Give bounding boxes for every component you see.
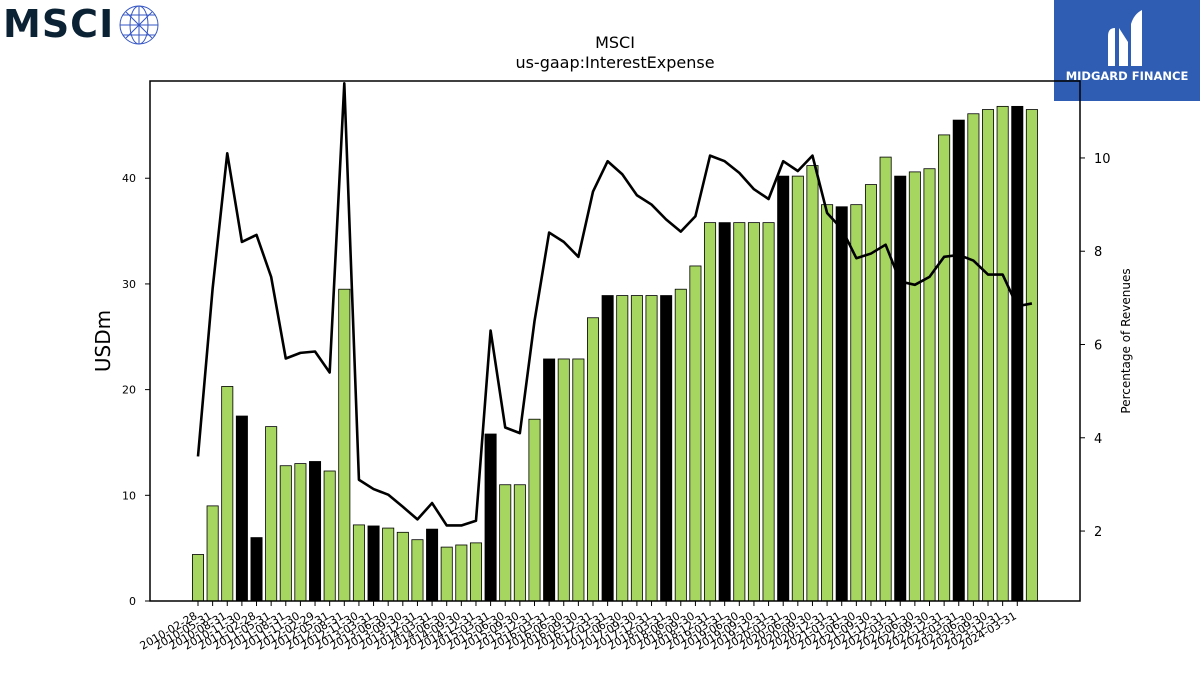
bar xyxy=(733,222,746,602)
bar xyxy=(821,204,834,602)
y2-axis-label: Percentage of Revenues xyxy=(1119,268,1133,413)
bar xyxy=(704,222,717,602)
bar xyxy=(645,295,658,602)
y2-tick-label: 6 xyxy=(1094,338,1102,353)
bar xyxy=(1011,105,1024,602)
midgard-finance-logo: MIDGARD FINANCE xyxy=(1054,0,1200,101)
bar xyxy=(938,134,951,602)
bar xyxy=(338,288,351,602)
bar xyxy=(777,175,790,602)
bar xyxy=(352,524,365,602)
bar xyxy=(235,415,248,602)
bar xyxy=(616,295,629,602)
bar xyxy=(601,295,614,602)
bar xyxy=(191,554,204,602)
bar xyxy=(996,105,1009,602)
bar xyxy=(908,171,921,602)
bar xyxy=(279,465,292,602)
bar xyxy=(850,204,863,602)
bar xyxy=(367,525,380,602)
x-axis: 2010-02-282010-05-312010-08-312010-11-30… xyxy=(138,601,1019,653)
bar xyxy=(250,537,263,602)
bar xyxy=(835,206,848,602)
bar xyxy=(982,109,995,602)
bar xyxy=(762,222,775,602)
bar xyxy=(382,527,395,602)
bar xyxy=(206,505,219,602)
chart-subtitle: us-gaap:InterestExpense xyxy=(515,53,714,72)
bar xyxy=(411,539,424,602)
bar xyxy=(294,463,307,602)
globe-icon xyxy=(119,5,159,45)
bar xyxy=(426,528,439,602)
y2-tick-label: 2 xyxy=(1094,525,1102,540)
y2-tick-label: 4 xyxy=(1094,432,1102,447)
bar xyxy=(630,295,643,602)
bar xyxy=(1025,109,1038,602)
bar xyxy=(747,222,760,602)
msci-logo: MSCI xyxy=(0,0,170,50)
bar xyxy=(572,358,585,602)
bar xyxy=(864,184,877,602)
bar xyxy=(309,461,322,602)
line-series xyxy=(196,82,1033,527)
plot-frame xyxy=(149,80,1081,602)
y-tick-label: 0 xyxy=(129,595,136,608)
bar xyxy=(499,484,512,602)
bar xyxy=(660,295,673,602)
bar xyxy=(587,317,600,602)
bar xyxy=(396,531,409,602)
y-tick-label: 30 xyxy=(122,278,136,291)
y-tick-label: 20 xyxy=(122,384,136,397)
bar xyxy=(894,175,907,602)
bar xyxy=(440,546,453,602)
y-axis-left: 0 10 20 30 40 xyxy=(122,172,150,608)
y2-tick-label: 10 xyxy=(1094,152,1111,167)
bar xyxy=(689,265,702,602)
bar xyxy=(265,426,278,602)
bar xyxy=(718,222,731,602)
bar xyxy=(221,386,234,602)
chart-title: MSCI xyxy=(595,33,635,52)
revenue-percentage-line xyxy=(196,82,1033,527)
midgard-m-icon xyxy=(1108,10,1142,66)
bar xyxy=(674,288,687,602)
bar xyxy=(557,358,570,602)
bar xyxy=(528,418,541,602)
bar xyxy=(806,165,819,602)
bar xyxy=(879,156,892,602)
msci-logo-text: MSCI xyxy=(3,2,115,46)
y-tick-label: 10 xyxy=(122,489,136,502)
bar xyxy=(967,113,980,602)
bar xyxy=(513,484,526,602)
y-axis-right: 2 4 6 8 10 xyxy=(1080,152,1111,540)
y-tick-label: 40 xyxy=(122,172,136,185)
y2-tick-label: 8 xyxy=(1094,245,1102,260)
bar xyxy=(952,119,965,602)
bar-series xyxy=(191,105,1038,602)
bar xyxy=(469,542,482,602)
bar xyxy=(455,544,468,602)
bar xyxy=(791,175,804,602)
bar xyxy=(923,168,936,602)
bar xyxy=(543,358,556,602)
y-axis-label: USDm xyxy=(91,310,115,372)
brand-name: MIDGARD FINANCE xyxy=(1065,69,1189,83)
bar xyxy=(484,433,497,602)
bar xyxy=(323,470,336,602)
